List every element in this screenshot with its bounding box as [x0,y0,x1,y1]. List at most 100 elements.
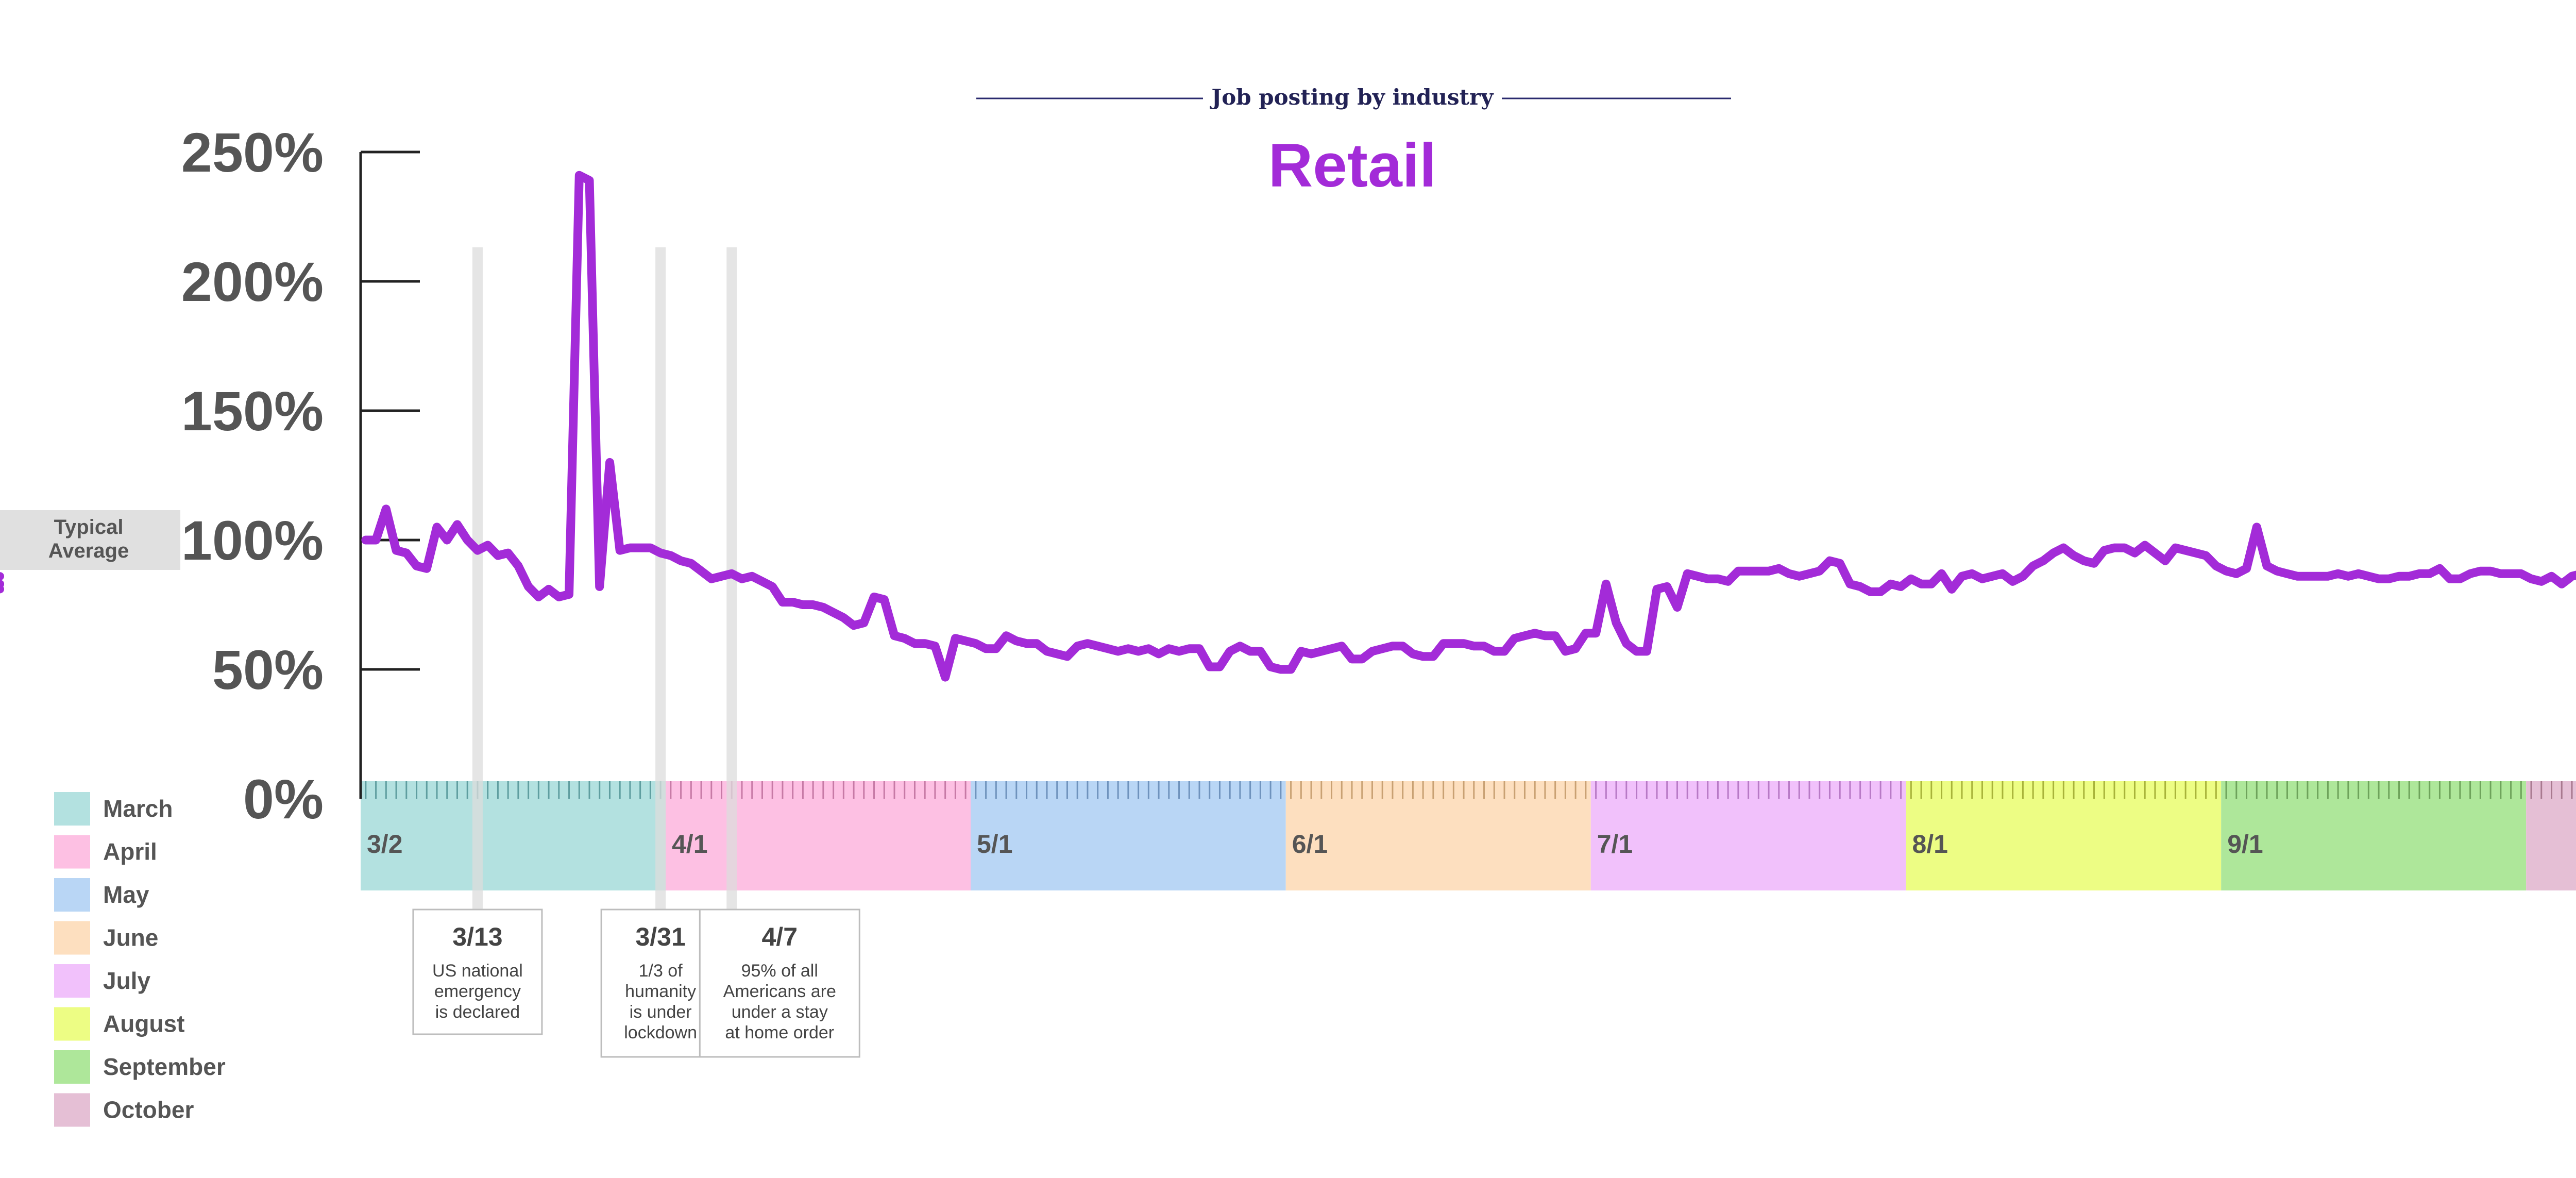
data-point [1460,639,1468,648]
data-point [483,541,492,550]
month-tick-strip [1285,781,1591,799]
data-point [1164,644,1173,653]
y-tick-label: 50% [212,638,324,701]
data-point [2557,580,2566,588]
data-point [2130,549,2139,558]
data-point [788,598,797,607]
data-point [1591,629,1600,637]
data-point [1032,639,1041,648]
data-point [1043,647,1051,655]
reference-label: Typical [54,516,124,538]
data-point [870,593,878,601]
data-point [1815,567,1824,576]
data-point [2446,575,2454,583]
data-point [1774,564,1783,573]
data-point [768,582,777,591]
data-point [1002,631,1011,640]
data-point [910,639,919,648]
data-point [2252,523,2261,531]
data-point [1419,652,1428,661]
data-point [1632,647,1641,655]
data-point [1540,631,1549,640]
data-point [1449,639,1458,648]
data-point [1297,647,1306,655]
annotation-box [412,908,543,1035]
data-point [402,549,411,558]
data-point [1205,662,1214,671]
data-point [1744,567,1753,576]
data-point [930,642,939,650]
month-tick-strip [361,781,666,799]
data-point [1663,582,1671,591]
legend-label: August [103,1011,184,1037]
legend-swatch [54,878,90,912]
data-point [504,549,513,558]
data-point [890,631,899,640]
data-point [1927,580,1936,588]
data-point [707,575,716,583]
data-point [2568,572,2576,581]
data-point [1063,652,1072,661]
data-point [2019,572,2027,581]
annotation-line [472,247,483,910]
legend-swatch [54,835,90,869]
data-point [1226,647,1234,655]
data-point [1907,575,1916,583]
data-point [1144,644,1153,653]
data-point [2324,572,2332,581]
legend-label: March [103,795,173,822]
y-tick-label: 200% [181,250,324,313]
data-point [2537,577,2546,586]
data-point [738,575,746,583]
data-point [1266,662,1275,671]
data-point [2110,544,2119,552]
data-point [1134,647,1143,655]
data-point [2486,567,2495,576]
data-point [1307,649,1316,658]
data-point [2141,541,2149,550]
data-point [1734,567,1742,576]
series-layer [0,171,2576,682]
data-point [941,673,950,682]
data-point [514,562,522,570]
annotation-text: US national [432,961,523,981]
data-point [1022,639,1031,648]
data-point [1561,647,1570,655]
data-point [2029,562,2038,570]
reference-label: Average [48,540,129,562]
data-point [1612,618,1621,627]
data-point [2273,567,2281,576]
legend-label: October [103,1097,194,1123]
data-point [727,569,736,578]
data-point [2476,567,2485,576]
data-point [676,557,685,565]
data-point [1683,569,1692,578]
data-point [636,544,645,552]
data-point [1724,577,1733,586]
annotation-text: at home order [725,1023,834,1042]
data-point [2070,551,2078,560]
data-point [2364,572,2373,581]
data-point [1053,649,1061,658]
data-point [971,639,980,648]
data-point [1896,582,1905,591]
data-point [1429,652,1437,661]
data-point [1469,642,1478,650]
annotation-date: 3/31 [635,922,685,951]
data-point [1968,569,1976,578]
annotation-line [655,247,666,910]
data-point [2212,562,2221,570]
data-point [473,546,482,555]
data-point [1958,572,1966,581]
data-point [1500,647,1509,655]
data-point [2405,572,2414,581]
data-point [819,603,827,612]
data-point [2191,549,2200,558]
data-point [1276,665,1285,674]
annotation-text: humanity [625,982,696,1001]
data-point [2466,569,2475,578]
legend-label: July [103,967,150,994]
data-point [1886,580,1895,588]
annotation-date: 3/13 [452,922,502,951]
